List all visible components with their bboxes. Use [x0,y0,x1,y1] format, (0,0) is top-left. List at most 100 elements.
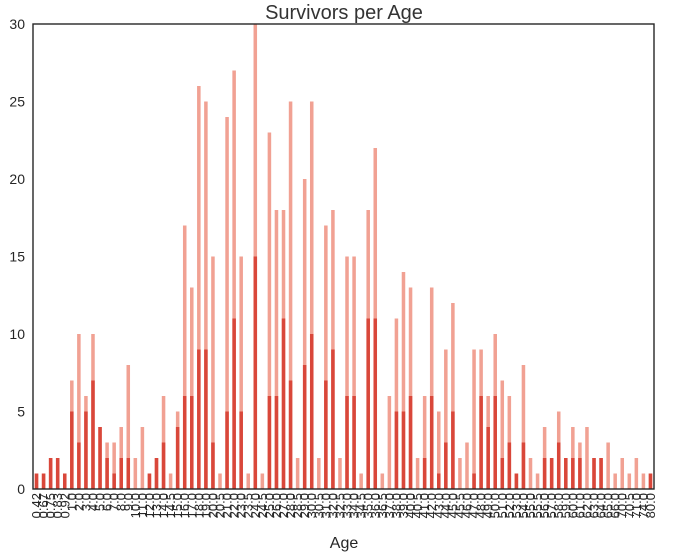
bar-series-2 [161,442,166,489]
x-tick-label: 38.0 [389,493,404,518]
bar-series-1 [182,225,187,489]
bar-series-2 [324,380,328,489]
bar-series-2 [556,442,561,489]
bar-series-2 [190,396,194,489]
bar-series-2 [197,349,201,489]
bar-series-2 [232,318,236,489]
x-tick-label: 0.42 [29,493,44,518]
x-tick-label: 70.0 [615,493,630,518]
bar-series-1 [274,210,279,489]
x-tick-label: 34.0 [347,493,362,518]
x-tick-label: 18.0 [191,493,206,518]
x-tick-label: 70.5 [622,493,637,518]
bar-series-2 [119,458,123,489]
x-tick-label: 3.0 [78,493,93,511]
x-tick-label: 53.0 [509,493,524,518]
bar-series-2 [98,427,102,489]
bar-series-1 [401,272,406,489]
bar-series-2 [91,380,95,489]
x-tick-label: 48.0 [474,493,489,518]
bar-series-2 [394,411,399,489]
y-tick-label: 5 [17,404,25,420]
bar-series-2 [422,458,427,489]
x-tick-label: 30.0 [304,493,319,518]
x-tick-label: 55.0 [523,493,538,518]
bar-series-2 [592,458,596,489]
bar-series-2 [486,427,490,489]
bar-series-2 [147,473,152,489]
bar-series-1 [225,117,229,489]
bar-series-1 [317,458,321,489]
x-tick-label: 34.5 [354,493,369,518]
x-tick-label: 43.0 [431,493,446,518]
y-axis: 0 5 10 15 20 25 30 [9,16,25,497]
x-tick-label: 25.0 [262,493,277,518]
x-tick-label: 59.0 [558,493,573,518]
bar-series-1 [352,256,356,489]
y-tick-label: 30 [9,16,25,32]
x-axis-label: Age [330,535,359,552]
bar-series-1 [288,101,293,489]
bar-series-2 [648,473,653,489]
bar-series-1 [309,101,314,489]
bar-series-1 [232,70,236,489]
bar-series-1 [112,442,116,489]
x-tick-label: 15.0 [170,493,185,518]
x-tick-label: 64.0 [594,493,609,518]
x-tick-label: 66.0 [608,493,623,518]
bar-series-1 [239,256,243,489]
x-tick-label: 20.0 [205,493,220,518]
x-tick-label: 11.0 [135,493,150,517]
x-tick-label: 40.0 [403,493,418,518]
x-tick-label: 13.0 [149,493,164,518]
x-tick-label: 28.0 [283,493,298,518]
bar-series-1 [140,427,145,489]
bar-series-2 [84,411,88,489]
bar-series-1 [394,318,399,489]
bars [34,24,653,489]
bar-series-2 [267,396,272,489]
x-tick-label: 0.67 [36,493,51,518]
x-tick-label: 37.0 [382,493,397,518]
x-tick-label: 12.0 [142,493,157,518]
x-tick-label: 74.0 [636,493,651,518]
bar-series-2 [564,458,568,489]
bar-series-2 [126,458,131,489]
y-tick-label: 25 [9,94,25,110]
bar-series-2 [309,334,314,489]
y-tick-label: 10 [9,326,25,342]
x-tick-label: 9.0 [121,493,136,511]
x-tick-label: 40.5 [410,493,425,518]
bar-series-2 [281,318,286,489]
x-tick-label: 19.0 [198,493,213,518]
bar-series-2 [408,396,413,489]
x-tick-label: 33.0 [340,493,355,518]
bar-series-1 [415,458,420,489]
x-tick-label: 29.0 [297,493,312,518]
bar-series-1 [451,303,455,489]
bar-series-1 [197,86,201,489]
bar-series-1 [627,473,632,489]
bar-series-1 [465,442,469,489]
bar-series-2 [366,318,370,489]
x-tick-label: 36.0 [368,493,383,518]
bar-series-2 [41,473,46,489]
x-tick-label: 45.5 [452,493,467,518]
x-tick-label: 80.0 [643,493,658,518]
bar-series-1 [218,473,222,489]
bar-series-1 [204,101,208,489]
x-tick-label: 24.5 [255,493,270,518]
bar-series-2 [211,442,215,489]
bar-series-1 [429,287,434,489]
x-tick-label: 62.0 [579,493,594,518]
bar-series-2 [225,411,229,489]
bar-series-2 [437,473,441,489]
bar-series-2 [542,458,547,489]
x-tick-label: 17.0 [184,493,199,518]
x-tick-label: 60.0 [565,493,580,518]
bar-series-2 [373,318,378,489]
x-tick-label: 36.5 [375,493,390,518]
bar-series-1 [408,287,413,489]
bar-series-2 [549,458,554,489]
